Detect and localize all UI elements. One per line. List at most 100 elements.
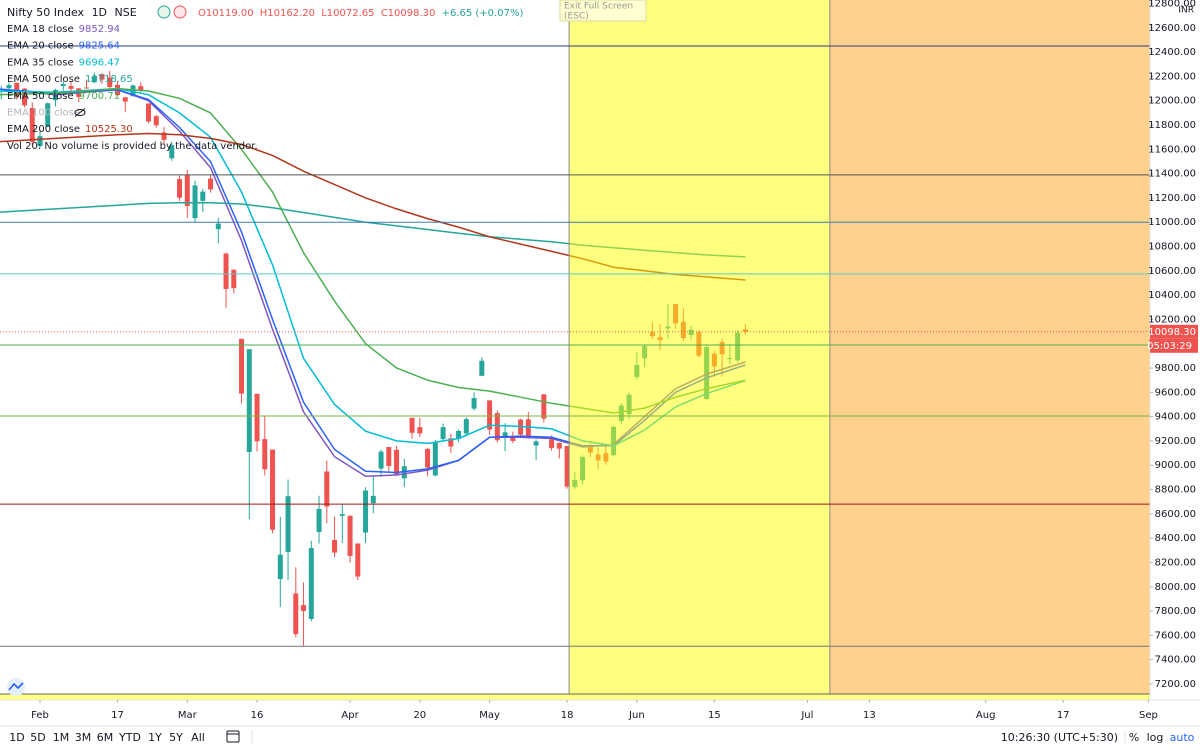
logo (8, 682, 24, 691)
candle-body (347, 515, 353, 556)
candle-body (246, 349, 252, 453)
y-tick-label: 10800.00 (1148, 242, 1196, 253)
zone (569, 0, 830, 700)
range-button[interactable]: 1M (53, 731, 70, 744)
candle-body (386, 447, 392, 466)
log-button[interactable]: log (1147, 731, 1164, 744)
candle-body (91, 76, 97, 83)
y-tick-label: 9400.00 (1155, 412, 1196, 423)
candle-body (239, 338, 245, 394)
candle-body (564, 446, 570, 487)
interval: 1D (92, 6, 107, 19)
candle-body (432, 442, 438, 476)
candle-body (208, 178, 214, 190)
candle-body (549, 439, 555, 448)
plot-area (0, 0, 1150, 700)
x-tick-label: 20 (413, 710, 426, 721)
ema-name: EMA 500 close (7, 74, 80, 85)
candle-body (122, 97, 128, 102)
range-button[interactable]: All (191, 731, 205, 744)
y-tick-label: 10600.00 (1148, 266, 1196, 277)
range-button[interactable]: YTD (118, 731, 141, 744)
y-tick-label: 12000.00 (1148, 96, 1196, 107)
y-tick-label: 9200.00 (1155, 436, 1196, 447)
candle-body (161, 132, 167, 140)
candle-body (215, 223, 221, 230)
zone (829, 0, 1150, 700)
ohlc-close: C10098.30 (381, 8, 436, 19)
candle-body (153, 116, 159, 126)
ohlc-change: +6.65 (+0.07%) (442, 8, 524, 19)
range-button[interactable]: 3M (75, 731, 92, 744)
candle-body (107, 77, 113, 87)
y-tick-label: 12800.00 (1148, 0, 1196, 10)
ema-value: 9852.94 (79, 24, 120, 35)
price-label-bg (1150, 324, 1198, 339)
candle-body (60, 84, 66, 87)
status-icon[interactable] (173, 5, 187, 19)
ohlc-low: L10072.65 (321, 8, 374, 19)
candle-body (138, 86, 144, 91)
candle-body (463, 419, 469, 434)
y-tick-label: 11600.00 (1148, 144, 1196, 155)
percent-button[interactable]: % (1129, 731, 1139, 744)
x-tick-label: 18 (561, 710, 574, 721)
candle-body (223, 253, 229, 289)
y-tick-label: 11400.00 (1148, 169, 1196, 180)
y-tick-label: 11000.00 (1148, 217, 1196, 228)
status-icon[interactable] (157, 5, 171, 19)
ema-name: EMA 100 close (7, 108, 80, 119)
auto-button[interactable]: auto (1170, 731, 1195, 744)
price-label: 10098.30 (1148, 327, 1196, 338)
ema-legend: EMA 35 close 9696.47 (7, 57, 120, 68)
candle-body (556, 443, 562, 449)
currency: INR (1178, 6, 1194, 16)
x-tick-label: 13 (863, 710, 876, 721)
x-tick-label: Feb (31, 710, 49, 721)
candle-body (146, 103, 152, 122)
candle-body (84, 87, 90, 89)
candle-body (471, 398, 477, 409)
range-button[interactable]: 1Y (148, 731, 162, 744)
range-button[interactable]: 6M (97, 731, 114, 744)
y-tick-label: 10400.00 (1148, 290, 1196, 301)
y-tick-label: 9800.00 (1155, 363, 1196, 374)
hidden-icon[interactable] (74, 109, 86, 116)
x-tick-label: 15 (708, 710, 721, 721)
y-tick-label: 10200.00 (1148, 314, 1196, 325)
ema-name: EMA 35 close (7, 57, 74, 68)
candle-body (45, 103, 51, 127)
x-tick-label: Mar (178, 710, 198, 721)
countdown-bg (1150, 338, 1198, 353)
y-tick-label: 11200.00 (1148, 193, 1196, 204)
exchange: NSE (115, 6, 137, 19)
candle-body (440, 427, 446, 440)
ema-name: EMA 50 close (7, 91, 74, 102)
candle-body (99, 74, 105, 80)
time-axis-bg (0, 700, 1200, 726)
calendar-icon[interactable] (226, 730, 240, 743)
x-tick-label: 17 (111, 710, 124, 721)
volume-note: Vol 20: No volume is provided by the dat… (7, 141, 258, 152)
y-tick-label: 12600.00 (1148, 23, 1196, 34)
range-button[interactable]: 5Y (169, 731, 183, 744)
candle-body (541, 394, 547, 419)
y-tick-label: 11800.00 (1148, 120, 1196, 131)
tooltip-text: Exit Full Screen (564, 2, 633, 12)
candle-body (169, 145, 175, 159)
y-tick-label: 9000.00 (1155, 460, 1196, 471)
tooltip-box (559, 0, 647, 22)
range-button[interactable]: 1D (9, 731, 24, 744)
range-button[interactable]: 5D (30, 731, 45, 744)
y-tick-label: 7800.00 (1155, 606, 1196, 617)
ema-legend: EMA 100 close (7, 108, 80, 119)
ema-value: 10718.65 (85, 74, 133, 85)
symbol: Nifty 50 Index (7, 6, 85, 19)
candle-body (37, 136, 43, 147)
candle-body (231, 269, 237, 289)
price-axis: INR 7200.00 7400.00 7600.00 7800.00 8000.00 8… (1147, 0, 1200, 725)
ema-legend: EMA 500 close 10718.65 (7, 74, 133, 85)
x-tick-label: Jun (628, 710, 645, 721)
y-tick-label: 12200.00 (1148, 71, 1196, 82)
